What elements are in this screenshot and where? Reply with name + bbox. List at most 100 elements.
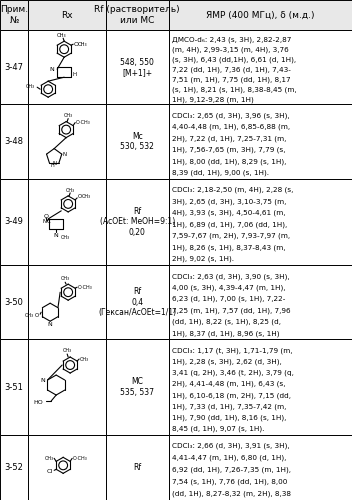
Bar: [169, 340, 352, 434]
Text: N: N: [54, 233, 58, 238]
Text: 2H), 7,22 (d, 1H), 7,25-7,31 (m,: 2H), 7,22 (d, 1H), 7,25-7,31 (m,: [172, 136, 286, 142]
Bar: [28, 179, 106, 265]
Text: 4,41-4,47 (m, 1H), 6,80 (d, 1H),: 4,41-4,47 (m, 1H), 6,80 (d, 1H),: [172, 455, 286, 462]
Bar: [169, 104, 352, 179]
Text: Rx: Rx: [61, 10, 73, 20]
Bar: [0, 340, 28, 434]
Bar: [28, 30, 106, 104]
Text: Прим.
№: Прим. №: [0, 6, 28, 25]
Text: O: O: [35, 312, 39, 318]
Text: (dd, 1H), 8,27-8,32 (m, 2H), 8,38: (dd, 1H), 8,27-8,32 (m, 2H), 8,38: [172, 490, 291, 497]
Text: CH₃: CH₃: [45, 456, 54, 461]
Text: ДМСО-d₆: 2,43 (s, 3H), 2,82-2,87: ДМСО-d₆: 2,43 (s, 3H), 2,82-2,87: [172, 37, 291, 44]
Text: CH₃: CH₃: [61, 235, 70, 240]
Text: CDCl₃: 2,65 (d, 3H), 3,96 (s, 3H),: CDCl₃: 2,65 (d, 3H), 3,96 (s, 3H),: [172, 112, 290, 119]
Text: CH₃: CH₃: [26, 84, 35, 88]
Text: 1H), 6,10-6,18 (m, 2H), 7,15 (dd,: 1H), 6,10-6,18 (m, 2H), 7,15 (dd,: [172, 392, 291, 398]
Bar: [106, 0, 169, 30]
Text: CDCl₃: 2,63 (d, 3H), 3,90 (s, 3H),: CDCl₃: 2,63 (d, 3H), 3,90 (s, 3H),: [172, 273, 290, 280]
Text: (m, 4H), 2,99-3,15 (m, 4H), 3,76: (m, 4H), 2,99-3,15 (m, 4H), 3,76: [172, 47, 289, 54]
Bar: [28, 265, 106, 340]
Text: H: H: [72, 72, 76, 77]
Text: (s, 3H), 6,43 (dd,1H), 6,61 (d, 1H),: (s, 3H), 6,43 (dd,1H), 6,61 (d, 1H),: [172, 57, 296, 64]
Text: 8,39 (dd, 1H), 9,00 (s, 1H).: 8,39 (dd, 1H), 9,00 (s, 1H).: [172, 170, 269, 176]
Text: CH₃: CH₃: [63, 348, 72, 353]
Text: 7,51 (m, 1H), 7,75 (dd, 1H), 8,17: 7,51 (m, 1H), 7,75 (dd, 1H), 8,17: [172, 76, 291, 83]
Text: 1H), 6,89 (d, 1H), 7,06 (dd, 1H),: 1H), 6,89 (d, 1H), 7,06 (dd, 1H),: [172, 222, 287, 228]
Bar: [106, 30, 169, 104]
Text: 3-50: 3-50: [5, 298, 24, 306]
Text: 4,00 (s, 3H), 4,39-4,47 (m, 1H),: 4,00 (s, 3H), 4,39-4,47 (m, 1H),: [172, 284, 285, 291]
Bar: [28, 434, 106, 500]
Text: CH₃: CH₃: [61, 276, 70, 281]
Text: 6,23 (d, 1H), 7,00 (s, 1H), 7,22-: 6,23 (d, 1H), 7,00 (s, 1H), 7,22-: [172, 296, 285, 302]
Text: 1H), 9,12-9,28 (m, 1H): 1H), 9,12-9,28 (m, 1H): [172, 96, 254, 103]
Text: N: N: [49, 67, 54, 72]
Text: CH₃: CH₃: [25, 312, 34, 318]
Text: 2H), 4,41-4,48 (m, 1H), 6,43 (s,: 2H), 4,41-4,48 (m, 1H), 6,43 (s,: [172, 381, 285, 388]
Text: 7,25 (m, 1H), 7,57 (dd, 1H), 7,96: 7,25 (m, 1H), 7,57 (dd, 1H), 7,96: [172, 308, 291, 314]
Bar: [28, 340, 106, 434]
Bar: [169, 0, 352, 30]
Text: Rf: Rf: [133, 463, 142, 472]
Text: 8,45 (d, 1H), 9,07 (s, 1H).: 8,45 (d, 1H), 9,07 (s, 1H).: [172, 426, 264, 432]
Text: N: N: [63, 152, 67, 156]
Text: 1H), 7,56-7,65 (m, 3H), 7,79 (s,: 1H), 7,56-7,65 (m, 3H), 7,79 (s,: [172, 147, 285, 154]
Text: CH₃: CH₃: [80, 356, 89, 362]
Text: 3-47: 3-47: [5, 62, 24, 72]
Text: Rf (растворитель)
или МС: Rf (растворитель) или МС: [94, 6, 180, 25]
Text: 3H), 2,65 (d, 3H), 3,10-3,75 (m,: 3H), 2,65 (d, 3H), 3,10-3,75 (m,: [172, 198, 286, 205]
Bar: [0, 104, 28, 179]
Text: 4,40-4,48 (m, 1H), 6,85-6,88 (m,: 4,40-4,48 (m, 1H), 6,85-6,88 (m,: [172, 124, 290, 130]
Text: ЯМР (400 МГц), δ (м.д.): ЯМР (400 МГц), δ (м.д.): [206, 10, 315, 20]
Text: CDCl₃: 2,66 (d, 3H), 3,91 (s, 3H),: CDCl₃: 2,66 (d, 3H), 3,91 (s, 3H),: [172, 443, 290, 450]
Bar: [169, 30, 352, 104]
Bar: [0, 179, 28, 265]
Text: CH₃: CH₃: [56, 33, 66, 38]
Bar: [169, 265, 352, 340]
Bar: [28, 104, 106, 179]
Text: 1H), 2,28 (s, 3H), 2,62 (d, 3H),: 1H), 2,28 (s, 3H), 2,62 (d, 3H),: [172, 358, 282, 365]
Text: 3-48: 3-48: [5, 137, 24, 146]
Bar: [106, 434, 169, 500]
Text: 1H), 8,37 (d, 1H), 8,96 (s, 1H): 1H), 8,37 (d, 1H), 8,96 (s, 1H): [172, 330, 279, 336]
Bar: [169, 179, 352, 265]
Text: HO: HO: [33, 400, 43, 404]
Text: 7,59-7,67 (m, 2H), 7,93-7,97 (m,: 7,59-7,67 (m, 2H), 7,93-7,97 (m,: [172, 233, 290, 239]
Text: 548, 550
[M+1]+: 548, 550 [M+1]+: [120, 58, 154, 77]
Text: O: O: [73, 42, 78, 46]
Text: 3,41 (q, 2H), 3,46 (t, 2H), 3,79 (q,: 3,41 (q, 2H), 3,46 (t, 2H), 3,79 (q,: [172, 370, 294, 376]
Text: C: C: [46, 220, 50, 224]
Text: O-CH₃: O-CH₃: [78, 284, 93, 290]
Bar: [169, 434, 352, 500]
Text: 3-49: 3-49: [5, 218, 24, 226]
Text: CH₃: CH₃: [64, 112, 73, 117]
Text: 1H), 8,26 (s, 1H), 8,37-8,43 (m,: 1H), 8,26 (s, 1H), 8,37-8,43 (m,: [172, 244, 285, 251]
Bar: [106, 340, 169, 434]
Text: CDCl₃: 2,18-2,50 (m, 4H), 2,28 (s,: CDCl₃: 2,18-2,50 (m, 4H), 2,28 (s,: [172, 187, 293, 194]
Bar: [106, 179, 169, 265]
Text: (dd, 1H), 8,22 (s, 1H), 8,25 (d,: (dd, 1H), 8,22 (s, 1H), 8,25 (d,: [172, 319, 281, 326]
Bar: [0, 265, 28, 340]
Bar: [0, 30, 28, 104]
Text: 7,22 (dd, 1H), 7,36 (d, 1H), 7,43-: 7,22 (dd, 1H), 7,36 (d, 1H), 7,43-: [172, 66, 291, 73]
Text: 2H), 9,02 (s, 1H).: 2H), 9,02 (s, 1H).: [172, 256, 234, 262]
Text: O: O: [78, 194, 82, 200]
Text: O: O: [44, 214, 49, 220]
Text: N: N: [42, 219, 46, 224]
Bar: [0, 0, 28, 30]
Text: МС
535, 537: МС 535, 537: [120, 378, 154, 396]
Text: 1H), 8,00 (dd, 1H), 8,29 (s, 1H),: 1H), 8,00 (dd, 1H), 8,29 (s, 1H),: [172, 158, 286, 164]
Bar: [28, 0, 106, 30]
Text: 3-51: 3-51: [5, 382, 24, 392]
Text: N: N: [53, 160, 57, 166]
Text: N: N: [48, 322, 52, 327]
Text: Мс
530, 532: Мс 530, 532: [120, 132, 154, 152]
Text: H: H: [50, 162, 54, 168]
Text: 6,92 (dd, 1H), 7,26-7,35 (m, 1H),: 6,92 (dd, 1H), 7,26-7,35 (m, 1H),: [172, 466, 291, 473]
Text: 3-52: 3-52: [5, 463, 24, 472]
Text: CDCl₃: 1,17 (t, 3H), 1,71-1,79 (m,: CDCl₃: 1,17 (t, 3H), 1,71-1,79 (m,: [172, 347, 293, 354]
Bar: [0, 434, 28, 500]
Text: Rf
0,4
(Гексан/AcOEt=1/1): Rf 0,4 (Гексан/AcOEt=1/1): [98, 288, 176, 317]
Text: 7,54 (s, 1H), 7,76 (dd, 1H), 8,00: 7,54 (s, 1H), 7,76 (dd, 1H), 8,00: [172, 478, 287, 485]
